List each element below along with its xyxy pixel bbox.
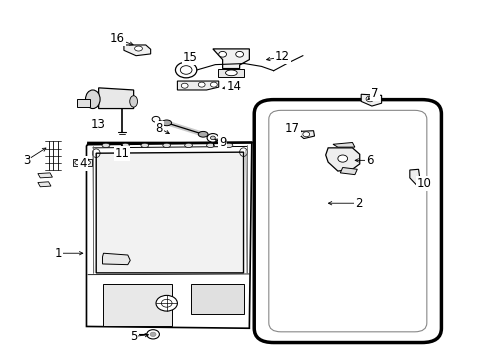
Polygon shape <box>73 158 82 166</box>
Ellipse shape <box>198 82 204 87</box>
Ellipse shape <box>206 134 218 142</box>
Ellipse shape <box>198 131 207 137</box>
Text: 5: 5 <box>130 330 137 343</box>
Ellipse shape <box>206 143 214 148</box>
Text: 9: 9 <box>219 136 226 149</box>
Ellipse shape <box>181 83 188 88</box>
Ellipse shape <box>146 330 159 339</box>
Ellipse shape <box>84 160 90 165</box>
Ellipse shape <box>141 143 148 148</box>
Ellipse shape <box>366 96 373 102</box>
Ellipse shape <box>102 143 110 148</box>
Polygon shape <box>325 148 359 171</box>
Text: 2: 2 <box>354 197 362 210</box>
Ellipse shape <box>225 70 237 76</box>
Text: 16: 16 <box>109 32 124 45</box>
Polygon shape <box>38 173 52 178</box>
Text: 12: 12 <box>274 50 289 63</box>
Text: 4: 4 <box>79 157 87 170</box>
Text: 15: 15 <box>182 51 197 64</box>
Ellipse shape <box>218 51 226 57</box>
Polygon shape <box>102 253 130 265</box>
Text: 8: 8 <box>155 122 163 135</box>
FancyBboxPatch shape <box>268 111 426 332</box>
Polygon shape <box>99 88 133 109</box>
Polygon shape <box>96 152 243 273</box>
Polygon shape <box>298 131 314 139</box>
Polygon shape <box>409 169 420 187</box>
Polygon shape <box>332 143 354 147</box>
Ellipse shape <box>150 332 156 337</box>
Polygon shape <box>212 49 249 68</box>
Ellipse shape <box>134 46 142 51</box>
Ellipse shape <box>162 120 171 126</box>
Polygon shape <box>177 81 218 90</box>
Bar <box>77 99 90 107</box>
Ellipse shape <box>302 132 309 137</box>
Ellipse shape <box>75 160 81 165</box>
Ellipse shape <box>156 296 177 311</box>
Ellipse shape <box>180 66 192 74</box>
Text: 6: 6 <box>366 154 373 167</box>
Polygon shape <box>191 284 243 314</box>
Ellipse shape <box>121 143 129 148</box>
Polygon shape <box>340 167 357 175</box>
Ellipse shape <box>235 51 243 57</box>
Polygon shape <box>217 68 244 77</box>
Polygon shape <box>83 158 92 166</box>
Text: 11: 11 <box>114 147 129 160</box>
Ellipse shape <box>129 96 137 107</box>
Polygon shape <box>361 94 381 106</box>
Ellipse shape <box>210 136 215 140</box>
Text: 3: 3 <box>23 154 30 167</box>
Ellipse shape <box>152 116 160 122</box>
Ellipse shape <box>224 143 232 148</box>
Text: 14: 14 <box>226 80 241 93</box>
Polygon shape <box>38 182 51 187</box>
Ellipse shape <box>175 62 197 78</box>
Text: 13: 13 <box>90 118 105 131</box>
Text: 10: 10 <box>416 177 431 190</box>
Ellipse shape <box>161 299 172 307</box>
Text: 17: 17 <box>284 122 299 135</box>
Ellipse shape <box>210 82 217 87</box>
Ellipse shape <box>85 90 100 109</box>
Polygon shape <box>123 45 150 56</box>
Ellipse shape <box>184 143 192 148</box>
Text: 1: 1 <box>55 247 62 260</box>
Ellipse shape <box>163 143 170 148</box>
Polygon shape <box>86 143 251 328</box>
Text: 7: 7 <box>370 87 378 100</box>
Polygon shape <box>102 284 171 327</box>
Ellipse shape <box>337 155 347 162</box>
FancyBboxPatch shape <box>254 100 441 342</box>
